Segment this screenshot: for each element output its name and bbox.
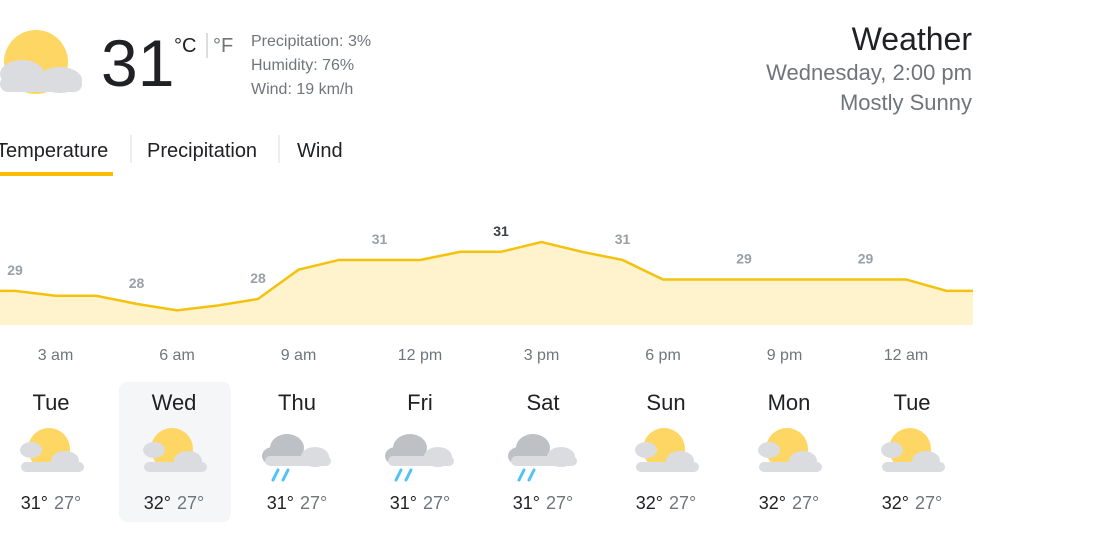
day-column[interactable]: Mon 32° 27° [758, 390, 822, 513]
day-low: 27° [423, 493, 450, 513]
cloud [21, 462, 84, 472]
unit-celsius[interactable]: °C [174, 35, 196, 57]
cloud [144, 462, 207, 472]
wind: Wind: 19 km/h [251, 81, 353, 98]
day-column[interactable]: Tue 31° 27° [20, 390, 84, 513]
widget-title: Weather [852, 21, 973, 57]
hour-label: 9 am [281, 347, 317, 364]
day-high: 31° [267, 493, 294, 513]
day-low: 27° [177, 493, 204, 513]
value-label: 29 [736, 250, 752, 266]
cloud [759, 462, 822, 472]
temperature-line [0, 240, 973, 312]
day-icon [508, 434, 577, 482]
day-high: 31° [513, 493, 540, 513]
tab[interactable]: Temperature [0, 140, 108, 162]
day-low: 27° [792, 493, 819, 513]
day-icon [758, 428, 822, 472]
temperature-chart: 29 3 am 28 6 am 28 9 am 31 12 pm 31 3 pm 31 6 pm 29 9… [0, 223, 973, 364]
cloud [511, 456, 577, 466]
day-name: Fri [407, 390, 433, 415]
cloud [143, 442, 165, 458]
day-column[interactable]: Thu 31° 27° [262, 390, 331, 513]
tab[interactable]: Precipitation [147, 140, 257, 162]
daily-forecast: Tue 31° 27° Wed 32° 27° Thu 31° 27° Fri 31° 27° Sat 3… [20, 382, 945, 522]
cloud [635, 442, 657, 458]
condition: Mostly Sunny [840, 90, 972, 115]
hour-label: 12 am [884, 347, 928, 364]
value-label: 28 [250, 270, 266, 286]
hour-label: 9 pm [767, 347, 803, 364]
cloud [265, 456, 331, 466]
tab[interactable]: Wind [297, 140, 343, 162]
day-low: 27° [915, 493, 942, 513]
day-column[interactable]: Wed 32° 27° [119, 382, 231, 522]
cloud [20, 442, 42, 458]
value-label: 29 [7, 262, 23, 278]
day-icon [20, 428, 84, 472]
cloud [758, 442, 780, 458]
cloud [881, 442, 903, 458]
day-high: 32° [636, 493, 663, 513]
day-name: Wed [152, 390, 197, 415]
cloud [388, 456, 454, 466]
temperature-area [0, 242, 973, 325]
day-name: Sat [526, 390, 559, 415]
day-high: 32° [759, 493, 786, 513]
day-low: 27° [669, 493, 696, 513]
day-name: Tue [893, 390, 930, 415]
day-low: 27° [546, 493, 573, 513]
day-high: 32° [144, 493, 171, 513]
raindrop [271, 468, 280, 482]
day-column[interactable]: Tue 32° 27° [881, 390, 945, 513]
value-label: 31 [372, 231, 388, 247]
hour-label: 3 pm [524, 347, 560, 364]
day-name: Mon [768, 390, 811, 415]
day-icon [262, 434, 331, 482]
cloud [882, 462, 945, 472]
value-label: 29 [858, 250, 874, 266]
raindrop [281, 468, 290, 482]
unit-fahrenheit[interactable]: °F [213, 35, 233, 57]
day-icon [881, 428, 945, 472]
hour-label: 12 pm [398, 347, 442, 364]
day-high: 31° [21, 493, 48, 513]
precipitation: Precipitation: 3% [251, 33, 371, 50]
value-label: 31 [493, 223, 509, 239]
day-icon [635, 428, 699, 472]
day-name: Tue [32, 390, 69, 415]
value-label: 28 [129, 275, 145, 291]
day-column[interactable]: Sat 31° 27° [508, 390, 577, 513]
datetime: Wednesday, 2:00 pm [766, 60, 972, 85]
value-label: 31 [615, 231, 631, 247]
raindrop [527, 468, 536, 482]
day-high: 32° [882, 493, 909, 513]
cloud [636, 462, 699, 472]
raindrop [404, 468, 413, 482]
day-low: 27° [54, 493, 81, 513]
current-icon [0, 30, 82, 94]
tab-indicator [0, 172, 113, 176]
day-icon [385, 434, 454, 482]
day-column[interactable]: Sun 32° 27° [635, 390, 699, 513]
day-high: 31° [390, 493, 417, 513]
day-name: Sun [646, 390, 685, 415]
day-name: Thu [278, 390, 316, 415]
hour-label: 3 am [38, 347, 74, 364]
humidity: Humidity: 76% [251, 57, 354, 74]
hour-label: 6 am [159, 347, 195, 364]
current-temperature: 31 [101, 26, 174, 100]
day-column[interactable]: Fri 31° 27° [385, 390, 454, 513]
day-icon [143, 428, 207, 472]
raindrop [394, 468, 403, 482]
hour-label: 6 pm [645, 347, 681, 364]
day-low: 27° [300, 493, 327, 513]
raindrop [517, 468, 526, 482]
